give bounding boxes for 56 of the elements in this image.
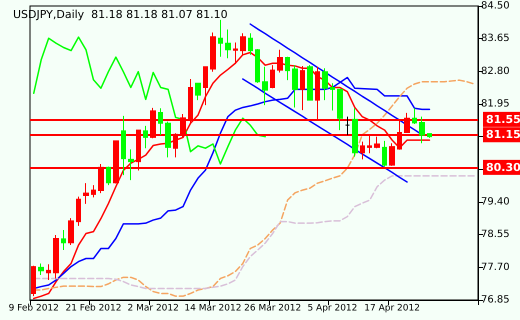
candlestick xyxy=(292,64,298,108)
y-tick-label: 79.40 xyxy=(481,196,510,208)
candlestick xyxy=(106,166,111,186)
x-tick-label: 17 Apr 2012 xyxy=(364,304,420,314)
candlestick xyxy=(255,48,260,84)
candlestick xyxy=(270,64,275,89)
candlestick xyxy=(158,108,163,136)
x-tick-label: 21 Feb 2012 xyxy=(65,304,122,314)
candlestick xyxy=(307,64,313,101)
candlestick xyxy=(218,19,223,58)
candlestick xyxy=(412,108,417,124)
x-tick-label: 2 Mar 2012 xyxy=(128,304,179,314)
candlestick xyxy=(61,230,66,251)
x-tick-label: 5 Apr 2012 xyxy=(307,304,358,314)
candlestick xyxy=(345,116,350,136)
x-tick-label: 9 Feb 2012 xyxy=(8,304,59,314)
candlestick xyxy=(427,133,432,138)
x-tick-label: 26 Mar 2012 xyxy=(244,304,302,314)
ref-line-label: 81.55 xyxy=(486,112,520,126)
y-tick-label: 83.65 xyxy=(481,33,510,44)
candlestick xyxy=(165,121,171,158)
candlestick xyxy=(322,68,328,101)
ref-line-label: 81.15 xyxy=(486,128,520,142)
ref-line-label: 80.30 xyxy=(486,160,520,174)
candlestick xyxy=(382,140,387,168)
y-tick-label: 77.70 xyxy=(481,262,510,273)
y-tick-label: 76.85 xyxy=(481,294,510,306)
candlestick xyxy=(352,108,358,158)
y-tick-label: 84.50 xyxy=(481,0,510,12)
candlestick xyxy=(262,66,268,106)
line-series xyxy=(32,36,266,165)
candlestick xyxy=(330,82,335,112)
candlestick xyxy=(76,196,81,226)
candlestick xyxy=(225,28,231,59)
candlestick xyxy=(337,88,343,131)
x-tick-label: 14 Mar 2012 xyxy=(184,304,242,314)
y-tick-label: 82.80 xyxy=(481,66,510,77)
candlestick xyxy=(285,56,290,81)
candlestick xyxy=(53,234,59,279)
candlestick xyxy=(203,66,208,106)
candlestick xyxy=(419,116,425,144)
candlestick xyxy=(121,115,126,176)
candlestick xyxy=(83,182,89,204)
y-tick-label: 78.55 xyxy=(481,229,510,240)
candlestick xyxy=(210,32,216,72)
candlestick xyxy=(248,32,253,56)
candlestick xyxy=(68,218,74,246)
candlestick xyxy=(143,125,148,149)
candlestick xyxy=(128,148,134,181)
candlestick xyxy=(300,65,305,111)
candlestick xyxy=(46,264,51,281)
candlestick xyxy=(38,262,44,276)
y-tick-label: 81.95 xyxy=(481,98,510,110)
candlestick xyxy=(195,82,201,101)
candlestick xyxy=(360,141,365,160)
candlestick xyxy=(91,184,96,198)
